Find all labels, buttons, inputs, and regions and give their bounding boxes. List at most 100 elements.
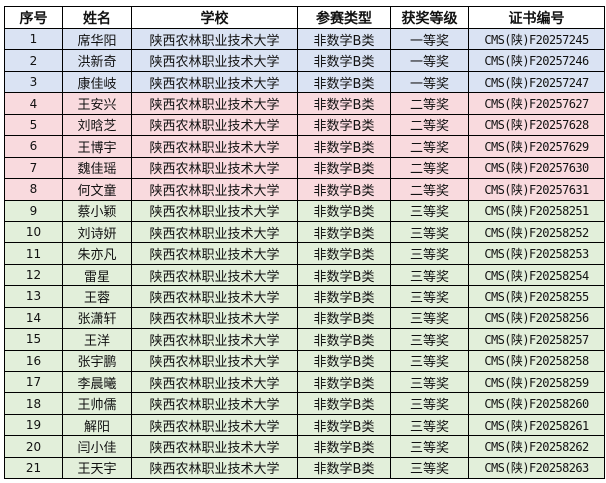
index-cell: 6: [4, 135, 63, 158]
school-cell: 陕西农林职业技术大学: [131, 435, 298, 458]
category-cell: 非数学B类: [297, 220, 391, 244]
category-cell: 非数学B类: [297, 70, 391, 94]
award-level-cell: 二等奖: [390, 135, 469, 158]
index-cell: 17: [4, 370, 63, 394]
certificate-number-cell: CMS(陕)F20257627: [468, 92, 605, 115]
certificate-number-cell: CMS(陕)F20257629: [468, 135, 605, 158]
award-level-cell: 二等奖: [390, 178, 469, 201]
certificate-number-cell: CMS(陕)F20258253: [468, 242, 605, 265]
header-name: 姓名: [62, 6, 132, 29]
name-cell: 解阳: [62, 413, 132, 437]
school-cell: 陕西农林职业技术大学: [131, 92, 298, 115]
table-row: 6 王博宇 陕西农林职业技术大学 非数学B类 二等奖 CMS(陕)F20257629: [4, 135, 605, 158]
index-cell: 14: [4, 306, 63, 330]
certificate-number-cell: CMS(陕)F20258257: [468, 328, 605, 351]
table-row: 2 洪新奇 陕西农林职业技术大学 非数学B类 一等奖 CMS(陕)F20257246: [4, 49, 605, 72]
award-level-cell: 三等奖: [390, 263, 469, 287]
table-row: 9 蔡小颖 陕西农林职业技术大学 非数学B类 三等奖 CMS(陕)F20258251: [4, 199, 605, 222]
category-cell: 非数学B类: [297, 306, 391, 330]
award-level-cell: 一等奖: [390, 27, 469, 51]
index-cell: 8: [4, 178, 63, 201]
certificate-number-cell: CMS(陕)F20258260: [468, 392, 605, 415]
name-cell: 闫小佳: [62, 435, 132, 458]
name-cell: 雷星: [62, 263, 132, 287]
award-level-cell: 二等奖: [390, 92, 469, 115]
certificate-number-cell: CMS(陕)F20257246: [468, 49, 605, 72]
certificate-number-cell: CMS(陕)F20258258: [468, 349, 605, 373]
award-level-cell: 二等奖: [390, 113, 469, 137]
name-cell: 蔡小颖: [62, 199, 132, 222]
school-cell: 陕西农林职业技术大学: [131, 392, 298, 415]
certificate-number-cell: CMS(陕)F20258259: [468, 370, 605, 394]
category-cell: 非数学B类: [297, 178, 391, 201]
name-cell: 王帅儒: [62, 392, 132, 415]
award-level-cell: 三等奖: [390, 392, 469, 415]
category-cell: 非数学B类: [297, 156, 391, 180]
table-row: 17 李晨曦 陕西农林职业技术大学 非数学B类 三等奖 CMS(陕)F20258259: [4, 370, 605, 394]
certificate-number-cell: CMS(陕)F20258262: [468, 435, 605, 458]
name-cell: 王洋: [62, 328, 132, 351]
name-cell: 张潇轩: [62, 306, 132, 330]
name-cell: 何文童: [62, 178, 132, 201]
table-row: 19 解阳 陕西农林职业技术大学 非数学B类 三等奖 CMS(陕)F20258261: [4, 413, 605, 437]
table-row: 10 刘诗妍 陕西农林职业技术大学 非数学B类 三等奖 CMS(陕)F20258252: [4, 220, 605, 244]
award-level-cell: 三等奖: [390, 456, 469, 480]
school-cell: 陕西农林职业技术大学: [131, 413, 298, 437]
table-row: 20 闫小佳 陕西农林职业技术大学 非数学B类 三等奖 CMS(陕)F20258262: [4, 435, 605, 458]
index-cell: 2: [4, 49, 63, 72]
category-cell: 非数学B类: [297, 370, 391, 394]
certificate-number-cell: CMS(陕)F20258251: [468, 199, 605, 222]
certificate-number-cell: CMS(陕)F20257631: [468, 178, 605, 201]
name-cell: 王蓉: [62, 285, 132, 308]
school-cell: 陕西农林职业技术大学: [131, 156, 298, 180]
school-cell: 陕西农林职业技术大学: [131, 70, 298, 94]
school-cell: 陕西农林职业技术大学: [131, 349, 298, 373]
name-cell: 刘晗芝: [62, 113, 132, 137]
school-cell: 陕西农林职业技术大学: [131, 285, 298, 308]
category-cell: 非数学B类: [297, 435, 391, 458]
index-cell: 18: [4, 392, 63, 415]
table-row: 15 王洋 陕西农林职业技术大学 非数学B类 三等奖 CMS(陕)F20258257: [4, 328, 605, 351]
table-row: 21 王天宇 陕西农林职业技术大学 非数学B类 三等奖 CMS(陕)F20258263: [4, 456, 605, 480]
certificate-number-cell: CMS(陕)F20257628: [468, 113, 605, 137]
school-cell: 陕西农林职业技术大学: [131, 178, 298, 201]
table-row: 4 王安兴 陕西农林职业技术大学 非数学B类 二等奖 CMS(陕)F20257627: [4, 92, 605, 115]
school-cell: 陕西农林职业技术大学: [131, 220, 298, 244]
name-cell: 刘诗妍: [62, 220, 132, 244]
award-level-cell: 一等奖: [390, 49, 469, 72]
category-cell: 非数学B类: [297, 392, 391, 415]
index-cell: 13: [4, 285, 63, 308]
school-cell: 陕西农林职业技术大学: [131, 306, 298, 330]
certificate-number-cell: CMS(陕)F20258252: [468, 220, 605, 244]
category-cell: 非数学B类: [297, 285, 391, 308]
category-cell: 非数学B类: [297, 27, 391, 51]
certificate-number-cell: CMS(陕)F20258255: [468, 285, 605, 308]
category-cell: 非数学B类: [297, 199, 391, 222]
index-cell: 10: [4, 220, 63, 244]
category-cell: 非数学B类: [297, 135, 391, 158]
category-cell: 非数学B类: [297, 242, 391, 265]
award-level-cell: 三等奖: [390, 285, 469, 308]
name-cell: 王天宇: [62, 456, 132, 480]
award-level-cell: 三等奖: [390, 242, 469, 265]
name-cell: 朱亦凡: [62, 242, 132, 265]
table-row: 1 席华阳 陕西农林职业技术大学 非数学B类 一等奖 CMS(陕)F20257245: [4, 27, 605, 51]
school-cell: 陕西农林职业技术大学: [131, 199, 298, 222]
table-row: 11 朱亦凡 陕西农林职业技术大学 非数学B类 三等奖 CMS(陕)F20258253: [4, 242, 605, 265]
school-cell: 陕西农林职业技术大学: [131, 135, 298, 158]
table-row: 13 王蓉 陕西农林职业技术大学 非数学B类 三等奖 CMS(陕)F20258255: [4, 285, 605, 308]
category-cell: 非数学B类: [297, 456, 391, 480]
table-row: 7 魏佳瑶 陕西农林职业技术大学 非数学B类 二等奖 CMS(陕)F20257630: [4, 156, 605, 180]
index-cell: 12: [4, 263, 63, 287]
certificate-number-cell: CMS(陕)F20258256: [468, 306, 605, 330]
table-row: 5 刘晗芝 陕西农林职业技术大学 非数学B类 二等奖 CMS(陕)F20257628: [4, 113, 605, 137]
school-cell: 陕西农林职业技术大学: [131, 263, 298, 287]
name-cell: 魏佳瑶: [62, 156, 132, 180]
table-row: 14 张潇轩 陕西农林职业技术大学 非数学B类 三等奖 CMS(陕)F20258256: [4, 306, 605, 330]
category-cell: 非数学B类: [297, 263, 391, 287]
school-cell: 陕西农林职业技术大学: [131, 328, 298, 351]
award-level-cell: 三等奖: [390, 413, 469, 437]
header-index: 序号: [4, 6, 63, 29]
index-cell: 15: [4, 328, 63, 351]
table-row: 8 何文童 陕西农林职业技术大学 非数学B类 二等奖 CMS(陕)F20257631: [4, 178, 605, 201]
